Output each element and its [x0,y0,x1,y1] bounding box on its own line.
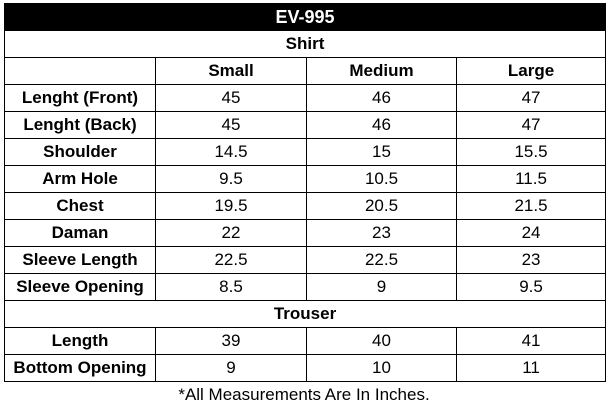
trouser-heading: Trouser [3,300,607,328]
measurement-label: Daman [4,219,156,247]
size-chart-table: EV-995 Shirt Small Medium Large Lenght (… [3,3,607,382]
measurement-label: Arm Hole [4,165,156,193]
trouser-row: Length 39 40 41 [4,327,607,355]
measurement-label: Length [4,327,156,355]
measurement-value: 8.5 [155,273,307,301]
measurement-label: Lenght (Back) [4,111,156,139]
measurement-value: 45 [155,84,307,112]
measurement-value: 22.5 [306,246,457,274]
size-small: Small [155,57,307,85]
measurement-value: 15.5 [455,138,607,166]
measurement-value: 14.5 [155,138,307,166]
measurement-label: Sleeve Opening [4,273,156,301]
measurement-value: 9.5 [455,273,607,301]
measurement-value: 9.5 [155,165,307,193]
size-header-row: Small Medium Large [4,57,607,85]
measurement-value: 10 [306,354,457,382]
shirt-row: Arm Hole 9.5 10.5 11.5 [4,165,607,193]
measurement-value: 47 [455,84,607,112]
measurement-value: 19.5 [155,192,307,220]
measurement-value: 47 [455,111,607,139]
measurement-value: 46 [306,111,457,139]
measurement-label: Shoulder [4,138,156,166]
measurement-label: Sleeve Length [4,246,156,274]
shirt-row: Lenght (Back) 45 46 47 [4,111,607,139]
measurement-value: 24 [455,219,607,247]
measurement-value: 46 [306,84,457,112]
shirt-row: Lenght (Front) 45 46 47 [4,84,607,112]
shirt-row: Sleeve Opening 8.5 9 9.5 [4,273,607,301]
product-code: EV-995 [3,3,607,31]
measurement-value: 15 [306,138,457,166]
measurement-value: 40 [306,327,457,355]
measurement-note: *All Measurements Are In Inches. [178,385,430,404]
shirt-heading: Shirt [3,30,607,58]
measurement-label: Chest [4,192,156,220]
shirt-row: Daman 22 23 24 [4,219,607,247]
measurement-value: 21.5 [455,192,607,220]
measurement-value: 23 [306,219,457,247]
measurement-value: 10.5 [306,165,457,193]
measurement-value: 11 [455,354,607,382]
shirt-row: Sleeve Length 22.5 22.5 23 [4,246,607,274]
measurement-value: 9 [155,354,307,382]
measurement-value: 23 [455,246,607,274]
measurement-value: 22 [155,219,307,247]
shirt-row: Chest 19.5 20.5 21.5 [4,192,607,220]
size-medium: Medium [306,57,457,85]
shirt-row: Shoulder 14.5 15 15.5 [4,138,607,166]
measurement-value: 39 [155,327,307,355]
measurement-label: Lenght (Front) [4,84,156,112]
measurement-value: 41 [455,327,607,355]
empty-header-cell [4,57,156,85]
measurement-value: 45 [155,111,307,139]
measurement-value: 22.5 [155,246,307,274]
size-large: Large [455,57,607,85]
measurement-value: 9 [306,273,457,301]
trouser-row: Bottom Opening 9 10 11 [4,354,607,382]
measurement-label: Bottom Opening [4,354,156,382]
measurement-value: 11.5 [455,165,607,193]
measurement-value: 20.5 [306,192,457,220]
